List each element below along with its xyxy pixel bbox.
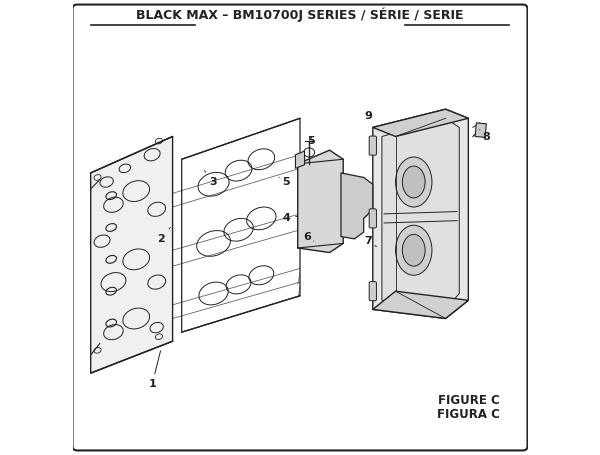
Ellipse shape	[395, 225, 432, 275]
Polygon shape	[373, 291, 469, 318]
Text: 1: 1	[148, 351, 161, 389]
FancyBboxPatch shape	[369, 282, 376, 301]
Text: 3: 3	[205, 171, 217, 187]
Text: 4: 4	[283, 213, 298, 223]
Text: 8: 8	[480, 130, 490, 142]
Text: 9: 9	[364, 111, 372, 121]
Polygon shape	[341, 173, 373, 239]
Text: 5: 5	[308, 136, 315, 146]
Polygon shape	[298, 150, 343, 253]
Polygon shape	[295, 151, 305, 168]
Polygon shape	[373, 109, 469, 136]
Ellipse shape	[403, 234, 425, 266]
Text: 6: 6	[303, 232, 314, 242]
FancyBboxPatch shape	[369, 136, 376, 155]
Text: FIGURE C: FIGURE C	[439, 394, 500, 407]
Text: 2: 2	[157, 228, 170, 244]
Ellipse shape	[371, 288, 374, 294]
Polygon shape	[382, 118, 459, 309]
FancyBboxPatch shape	[369, 209, 376, 228]
Ellipse shape	[395, 157, 432, 207]
Ellipse shape	[371, 143, 374, 148]
Ellipse shape	[352, 187, 371, 218]
Ellipse shape	[371, 216, 374, 221]
Polygon shape	[91, 136, 173, 373]
Bar	[475, 123, 487, 137]
Polygon shape	[373, 109, 469, 318]
Ellipse shape	[305, 211, 322, 226]
Text: 5: 5	[280, 177, 290, 187]
Text: 7: 7	[364, 236, 376, 247]
Text: FIGURA C: FIGURA C	[437, 408, 500, 421]
Ellipse shape	[305, 179, 322, 194]
Text: BLACK MAX – BM10700J SERIES / SÉRIE / SERIE: BLACK MAX – BM10700J SERIES / SÉRIE / SE…	[136, 8, 464, 22]
Ellipse shape	[403, 166, 425, 198]
